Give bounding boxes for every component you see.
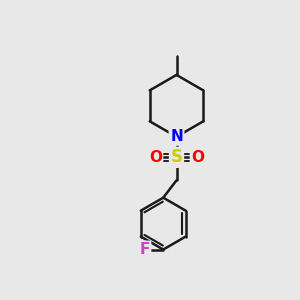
- Text: O: O: [149, 150, 162, 165]
- Text: O: O: [191, 150, 204, 165]
- Text: N: N: [170, 129, 183, 144]
- Text: S: S: [170, 148, 182, 166]
- Text: F: F: [140, 242, 150, 257]
